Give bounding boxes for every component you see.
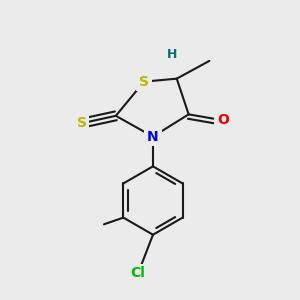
- Text: O: O: [217, 113, 229, 127]
- Text: S: S: [76, 116, 87, 130]
- Text: N: N: [147, 130, 159, 144]
- Text: H: H: [167, 48, 178, 62]
- Text: S: S: [139, 75, 149, 88]
- Text: Cl: Cl: [131, 266, 146, 280]
